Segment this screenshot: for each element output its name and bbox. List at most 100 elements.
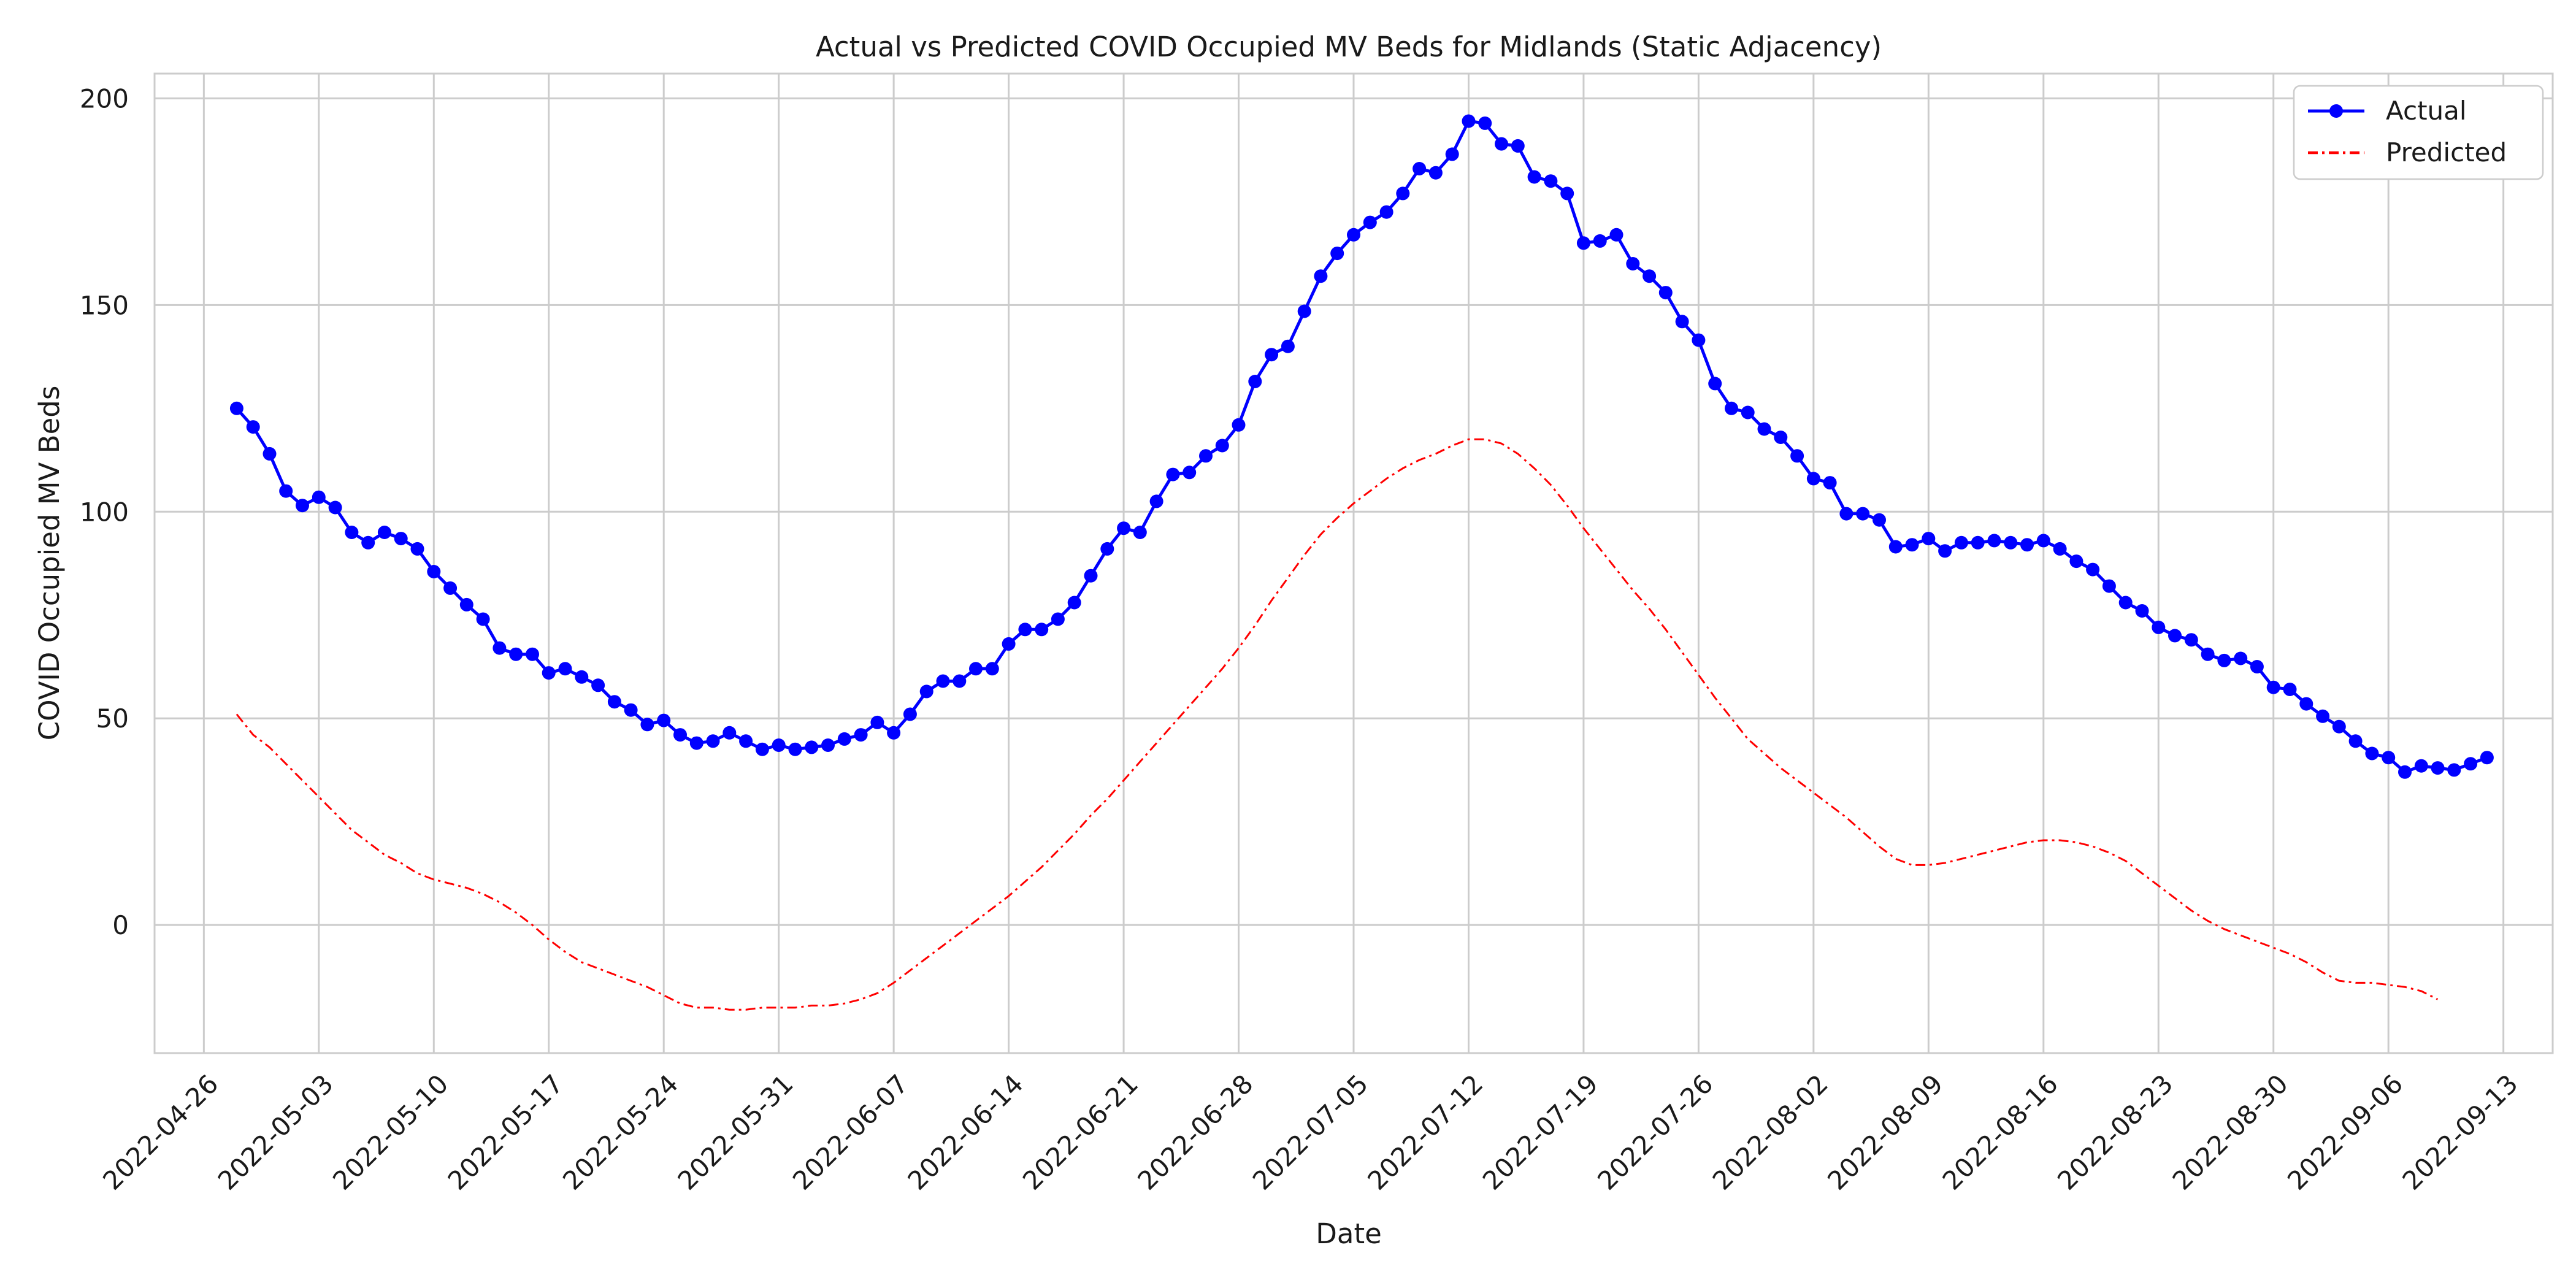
data-point-actual [1347, 228, 1360, 242]
data-point-actual [870, 715, 884, 729]
data-point-actual [2053, 542, 2067, 556]
data-point-actual [1133, 526, 1147, 539]
data-point-actual [1658, 286, 1673, 300]
grid [155, 74, 2553, 1053]
data-point-actual [2365, 746, 2379, 761]
data-point-actual [1609, 228, 1623, 242]
data-point-actual [1757, 422, 1771, 436]
x-tick-label: 2022-07-12 [1362, 1068, 1489, 1195]
data-point-actual [1149, 494, 1163, 508]
data-point-actual [591, 678, 605, 692]
data-point-actual [361, 535, 375, 550]
data-point-actual [936, 674, 950, 688]
data-point-actual [1511, 139, 1525, 153]
data-point-actual [2004, 535, 2018, 550]
data-point-actual [1725, 401, 1738, 415]
data-point-actual [443, 581, 458, 595]
data-point-actual [1413, 162, 1427, 175]
data-point-actual [1560, 186, 1574, 201]
data-point-actual [2168, 629, 2182, 643]
data-point-actual [1084, 569, 1098, 583]
series-layer [229, 114, 2494, 1011]
data-point-actual [607, 695, 621, 709]
data-point-actual [2184, 633, 2198, 647]
data-point-actual [1873, 513, 1886, 527]
data-point-actual [1922, 532, 1936, 546]
y-tick-label: 50 [96, 703, 129, 734]
data-point-actual [1495, 137, 1508, 151]
data-point-actual [279, 484, 293, 498]
data-point-actual [1954, 535, 1968, 550]
data-point-actual [1806, 472, 1820, 486]
data-point-actual [2382, 751, 2396, 765]
x-tick-label: 2022-06-21 [1017, 1068, 1144, 1195]
data-point-actual [2118, 596, 2133, 610]
data-point-actual [476, 612, 490, 626]
data-point-actual [1692, 333, 1706, 347]
x-tick-label: 2022-08-30 [2167, 1068, 2294, 1195]
x-tick-label: 2022-09-06 [2282, 1068, 2409, 1195]
x-tick-label: 2022-07-26 [1592, 1068, 1719, 1195]
data-point-actual [312, 490, 326, 504]
data-point-actual [1790, 449, 1804, 463]
data-point-actual [2152, 620, 2166, 634]
data-point-actual [919, 684, 933, 699]
data-point-actual [1905, 538, 1919, 552]
data-point-actual [229, 401, 243, 415]
x-tick-label: 2022-08-16 [1937, 1068, 2064, 1195]
data-point-actual [1626, 257, 1640, 270]
data-point-actual [1478, 116, 1492, 130]
data-point-actual [493, 641, 507, 655]
data-point-actual [1576, 236, 1590, 250]
data-point-actual [246, 420, 260, 434]
data-point-actual [1708, 377, 1722, 391]
x-tick-label: 2022-05-03 [212, 1068, 339, 1195]
data-point-actual [1281, 339, 1295, 353]
legend-actual-marker [2329, 104, 2343, 118]
x-tick-label: 2022-06-28 [1132, 1068, 1259, 1195]
data-point-actual [1544, 174, 1558, 188]
data-point-actual [887, 726, 901, 740]
series-line-predicted [236, 438, 2439, 1011]
data-point-actual [1462, 114, 1476, 128]
data-point-actual [755, 742, 769, 756]
data-point-actual [1166, 467, 1180, 481]
data-point-actual [1100, 542, 1114, 556]
y-tick-label: 0 [112, 910, 129, 940]
data-point-actual [1051, 612, 1065, 626]
data-point-actual [1199, 449, 1213, 463]
data-point-actual [459, 597, 473, 611]
x-tick-label: 2022-08-09 [1822, 1068, 1949, 1195]
x-tick-label: 2022-05-31 [672, 1068, 799, 1195]
legend-predicted-label: Predicted [2386, 137, 2507, 167]
data-point-actual [689, 736, 703, 750]
y-tick-label: 200 [80, 83, 129, 113]
data-point-actual [2431, 761, 2445, 775]
data-point-actual [558, 662, 572, 676]
data-point-actual [2332, 719, 2346, 734]
data-point-actual [377, 526, 391, 539]
data-point-actual [1314, 269, 1328, 283]
data-point-actual [1232, 418, 1246, 432]
data-point-actual [1987, 534, 2001, 548]
data-point-actual [1002, 637, 1016, 651]
data-point-actual [1839, 507, 1853, 521]
data-point-actual [394, 532, 408, 546]
data-point-actual [854, 728, 868, 742]
data-point-actual [2464, 757, 2478, 771]
data-point-actual [2250, 660, 2264, 673]
data-point-actual [2234, 651, 2248, 665]
data-point-actual [263, 447, 277, 461]
data-point-actual [1428, 166, 1443, 180]
x-tick-label: 2022-07-05 [1247, 1068, 1374, 1195]
data-point-actual [1265, 348, 1279, 362]
data-point-actual [1067, 596, 1081, 610]
data-point-actual [296, 499, 309, 513]
legend: Actual Predicted [2293, 85, 2544, 180]
x-tick-label: 2022-06-07 [787, 1068, 914, 1195]
data-point-actual [772, 738, 786, 752]
data-point-actual [2135, 604, 2149, 618]
x-tick-label: 2022-08-23 [2052, 1068, 2179, 1195]
data-point-actual [2036, 534, 2050, 548]
data-point-actual [2020, 538, 2034, 552]
